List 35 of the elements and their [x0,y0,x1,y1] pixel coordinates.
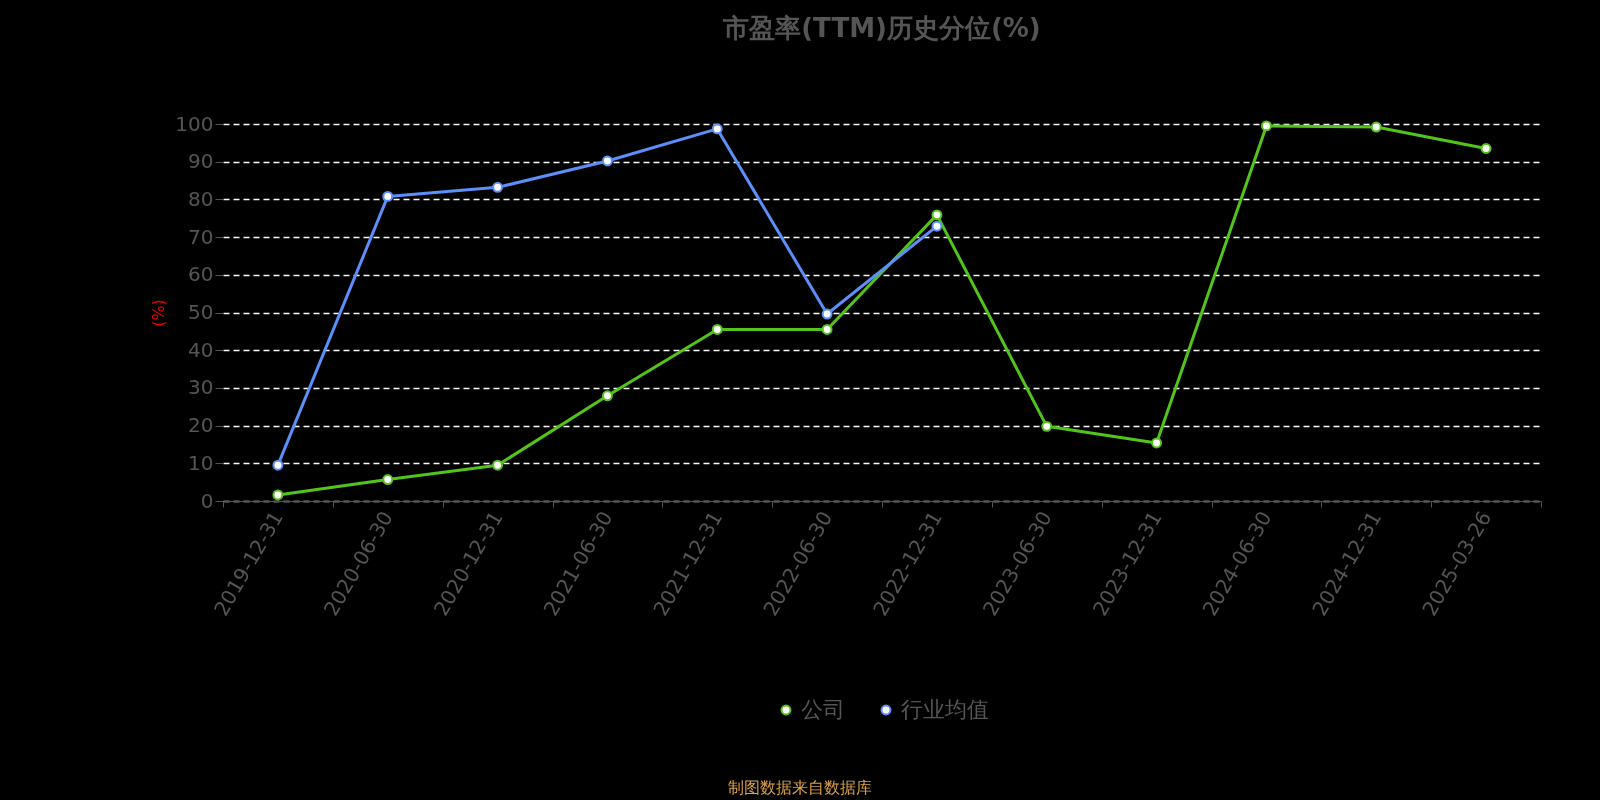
point [382,190,394,202]
point [821,308,833,320]
point [931,209,943,221]
point [711,324,723,335]
y-tick-label: 100 [175,111,214,136]
y-tick-label: 0 [200,488,214,513]
y-tick-label: 20 [188,413,214,438]
point [1041,420,1053,432]
y-tick-label: 60 [188,262,214,287]
y-tick-label: 40 [188,337,214,362]
point [492,181,504,193]
y-axis-title: (%) [149,299,169,327]
legend-label: 行业均值 [901,697,989,722]
text: 制图数据来自数据库 [727,778,873,799]
point [931,220,943,232]
point [1260,120,1272,132]
y-tick-label: 80 [188,186,214,211]
legend-label: 公司 [801,697,845,722]
point [1480,143,1492,154]
chart-title: 市盈率(TTM)历史分位(%) [722,13,1041,43]
y-tick-label: 90 [188,149,214,174]
y-tick-label: 50 [188,300,214,324]
y-tick-label: 30 [188,375,214,400]
point [492,459,504,471]
point [1370,121,1382,133]
y-tick-label: 70 [188,224,214,249]
point [382,474,394,485]
point [601,390,613,402]
point [272,459,284,471]
point [601,155,613,167]
point [821,324,833,335]
point [1151,437,1163,449]
point [272,489,284,501]
y-tick-label: 10 [188,450,214,475]
point [711,123,723,135]
